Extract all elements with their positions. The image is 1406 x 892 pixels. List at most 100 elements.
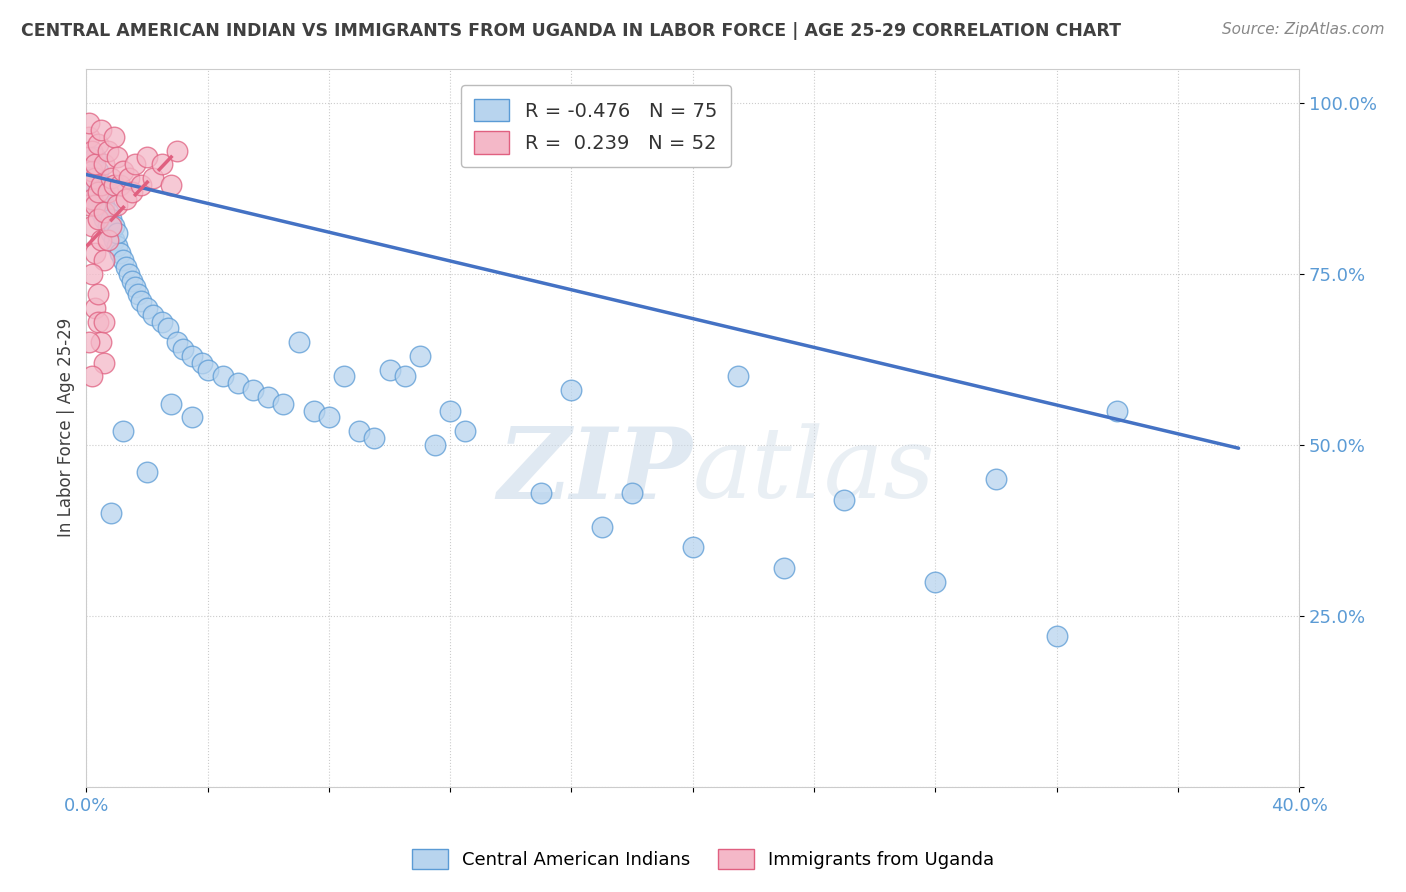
Point bbox=[190, 356, 212, 370]
Point bbox=[157, 321, 180, 335]
Point bbox=[318, 410, 340, 425]
Point bbox=[394, 369, 416, 384]
Point bbox=[347, 424, 370, 438]
Point bbox=[273, 397, 295, 411]
Point bbox=[181, 349, 204, 363]
Point bbox=[90, 123, 112, 137]
Point bbox=[105, 198, 128, 212]
Point bbox=[682, 541, 704, 555]
Point bbox=[96, 185, 118, 199]
Point bbox=[79, 164, 101, 178]
Point bbox=[105, 226, 128, 240]
Point bbox=[96, 144, 118, 158]
Point bbox=[79, 178, 101, 192]
Point bbox=[129, 294, 152, 309]
Point bbox=[82, 185, 104, 199]
Y-axis label: In Labor Force | Age 25-29: In Labor Force | Age 25-29 bbox=[58, 318, 75, 537]
Point bbox=[114, 192, 136, 206]
Point bbox=[111, 164, 134, 178]
Point bbox=[90, 233, 112, 247]
Point bbox=[181, 410, 204, 425]
Point bbox=[114, 260, 136, 274]
Point bbox=[166, 144, 188, 158]
Point bbox=[105, 151, 128, 165]
Point bbox=[82, 267, 104, 281]
Point bbox=[1107, 403, 1129, 417]
Point bbox=[84, 198, 107, 212]
Point bbox=[100, 506, 122, 520]
Point bbox=[93, 356, 115, 370]
Point bbox=[79, 130, 101, 145]
Point bbox=[87, 136, 110, 151]
Point bbox=[93, 185, 115, 199]
Point bbox=[150, 157, 173, 171]
Text: atlas: atlas bbox=[693, 423, 935, 518]
Point bbox=[79, 335, 101, 350]
Point bbox=[105, 239, 128, 253]
Point bbox=[93, 253, 115, 268]
Point bbox=[378, 362, 401, 376]
Point bbox=[82, 192, 104, 206]
Point bbox=[333, 369, 356, 384]
Point bbox=[84, 178, 107, 192]
Point bbox=[172, 342, 194, 356]
Point bbox=[287, 335, 309, 350]
Point bbox=[84, 301, 107, 315]
Point bbox=[242, 383, 264, 397]
Point bbox=[93, 205, 115, 219]
Point bbox=[118, 171, 141, 186]
Point bbox=[100, 219, 122, 233]
Point bbox=[160, 178, 183, 192]
Point bbox=[82, 219, 104, 233]
Point bbox=[84, 192, 107, 206]
Point bbox=[136, 301, 159, 315]
Point bbox=[772, 561, 794, 575]
Point bbox=[621, 485, 644, 500]
Point bbox=[111, 253, 134, 268]
Legend: R = -0.476   N = 75, R =  0.239   N = 52: R = -0.476 N = 75, R = 0.239 N = 52 bbox=[461, 86, 731, 168]
Point bbox=[108, 178, 131, 192]
Point bbox=[100, 212, 122, 227]
Point bbox=[96, 219, 118, 233]
Point bbox=[560, 383, 582, 397]
Point bbox=[93, 315, 115, 329]
Point bbox=[84, 157, 107, 171]
Point bbox=[90, 192, 112, 206]
Point bbox=[136, 151, 159, 165]
Point bbox=[984, 472, 1007, 486]
Point bbox=[100, 226, 122, 240]
Point bbox=[166, 335, 188, 350]
Point bbox=[82, 171, 104, 186]
Point bbox=[93, 198, 115, 212]
Point bbox=[87, 185, 110, 199]
Point bbox=[79, 198, 101, 212]
Text: Source: ZipAtlas.com: Source: ZipAtlas.com bbox=[1222, 22, 1385, 37]
Point bbox=[226, 376, 249, 391]
Point bbox=[93, 157, 115, 171]
Point bbox=[96, 205, 118, 219]
Point bbox=[84, 151, 107, 165]
Point bbox=[82, 144, 104, 158]
Point bbox=[79, 151, 101, 165]
Point bbox=[103, 219, 125, 233]
Point bbox=[82, 369, 104, 384]
Point bbox=[1046, 629, 1069, 643]
Point bbox=[727, 369, 749, 384]
Point bbox=[103, 130, 125, 145]
Point bbox=[87, 287, 110, 301]
Point bbox=[96, 233, 118, 247]
Point bbox=[160, 397, 183, 411]
Point bbox=[87, 212, 110, 227]
Legend: Central American Indians, Immigrants from Uganda: Central American Indians, Immigrants fro… bbox=[402, 839, 1004, 879]
Point bbox=[142, 308, 165, 322]
Point bbox=[129, 178, 152, 192]
Point bbox=[103, 233, 125, 247]
Point bbox=[363, 431, 385, 445]
Point bbox=[121, 274, 143, 288]
Point bbox=[121, 185, 143, 199]
Point bbox=[136, 465, 159, 479]
Point bbox=[591, 520, 613, 534]
Text: ZIP: ZIP bbox=[498, 423, 693, 519]
Point bbox=[142, 171, 165, 186]
Point bbox=[124, 157, 146, 171]
